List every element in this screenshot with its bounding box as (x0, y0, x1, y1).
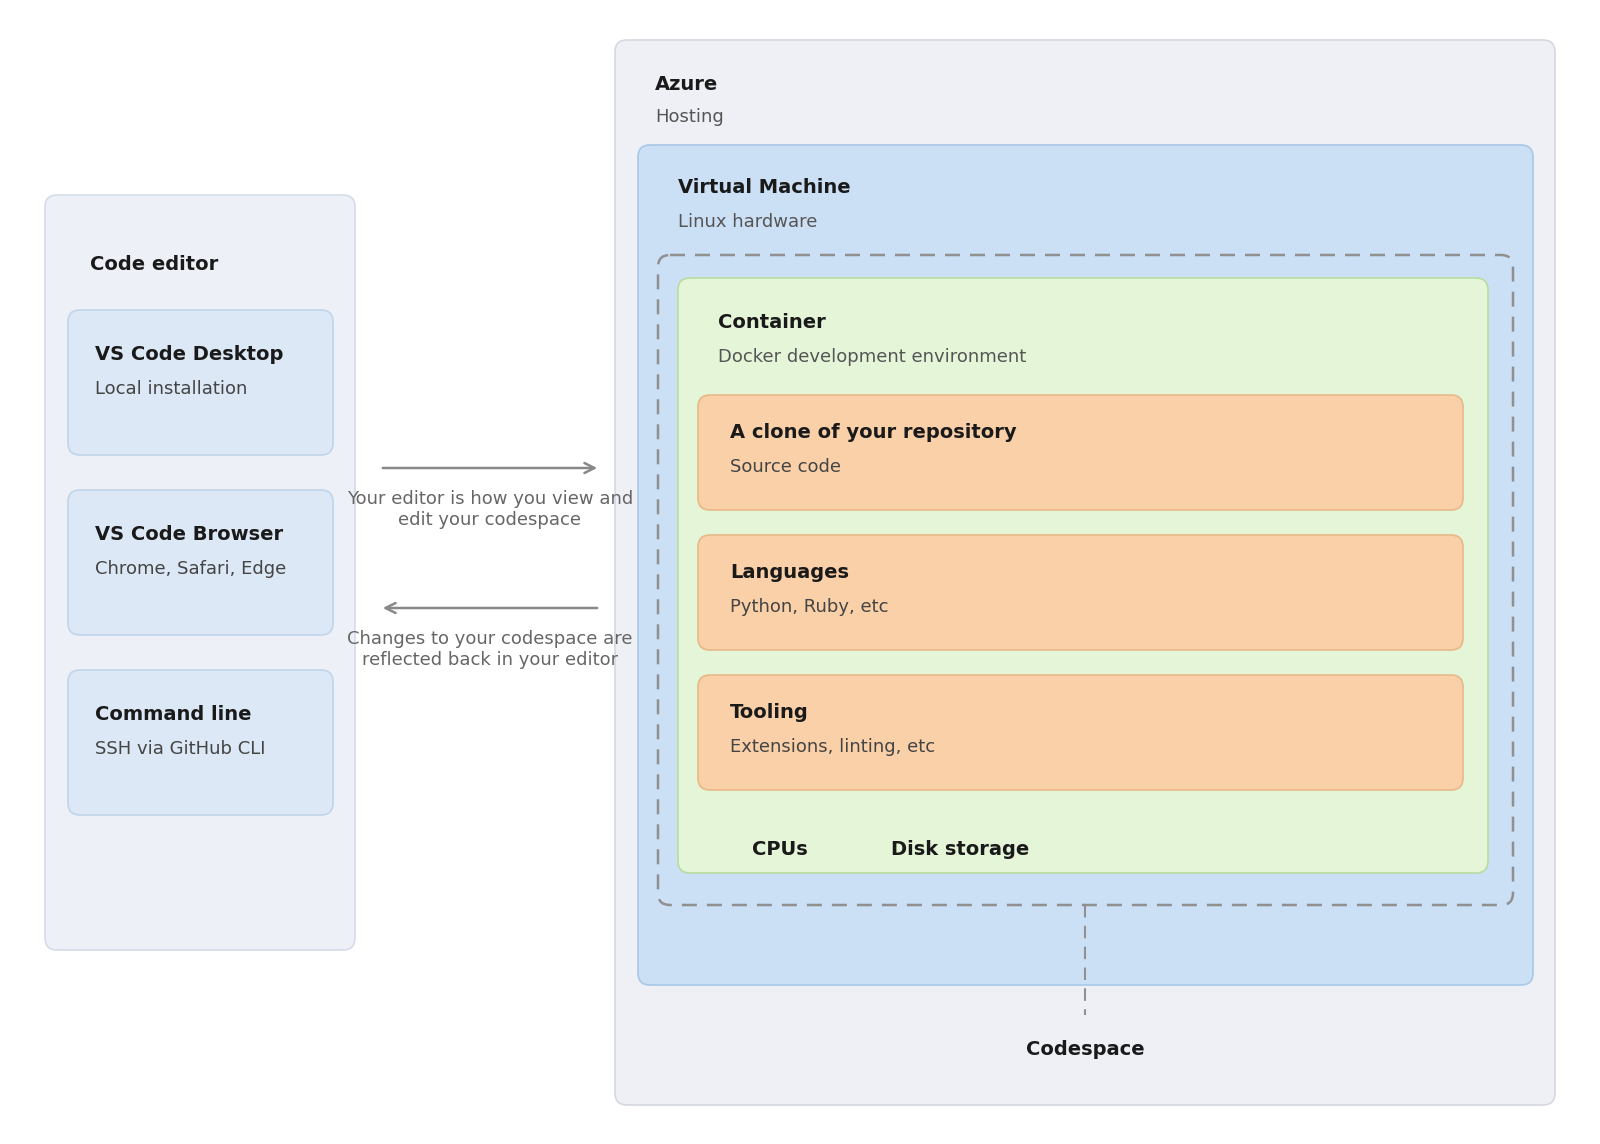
Text: Linux hardware: Linux hardware (678, 213, 818, 231)
Text: Code editor: Code editor (90, 255, 218, 275)
Text: Python, Ruby, etc: Python, Ruby, etc (730, 598, 888, 615)
Text: VS Code Browser: VS Code Browser (94, 525, 283, 545)
Text: CPUs: CPUs (752, 840, 808, 859)
Text: Codespace: Codespace (1026, 1040, 1144, 1059)
Text: Docker development environment: Docker development environment (718, 348, 1026, 366)
Text: Chrome, Safari, Edge: Chrome, Safari, Edge (94, 561, 286, 578)
Text: VS Code Desktop: VS Code Desktop (94, 345, 283, 364)
FancyBboxPatch shape (698, 535, 1462, 650)
Text: Source code: Source code (730, 458, 842, 476)
FancyBboxPatch shape (614, 40, 1555, 1105)
Text: Changes to your codespace are
reflected back in your editor: Changes to your codespace are reflected … (347, 630, 632, 669)
Text: Extensions, linting, etc: Extensions, linting, etc (730, 738, 934, 756)
FancyBboxPatch shape (698, 395, 1462, 510)
Text: Your editor is how you view and
edit your codespace: Your editor is how you view and edit you… (347, 490, 634, 529)
Text: Disk storage: Disk storage (891, 840, 1029, 859)
Text: Virtual Machine: Virtual Machine (678, 178, 851, 197)
FancyBboxPatch shape (67, 490, 333, 635)
Text: SSH via GitHub CLI: SSH via GitHub CLI (94, 740, 266, 758)
Text: Azure: Azure (654, 76, 718, 94)
Text: Languages: Languages (730, 563, 850, 582)
Text: Command line: Command line (94, 705, 251, 724)
FancyBboxPatch shape (698, 675, 1462, 791)
FancyBboxPatch shape (67, 670, 333, 815)
FancyBboxPatch shape (67, 310, 333, 455)
FancyBboxPatch shape (45, 194, 355, 950)
Text: A clone of your repository: A clone of your repository (730, 423, 1016, 442)
Text: Local installation: Local installation (94, 380, 248, 398)
Text: Container: Container (718, 313, 826, 332)
Text: Hosting: Hosting (654, 108, 723, 126)
Text: Tooling: Tooling (730, 704, 808, 722)
FancyBboxPatch shape (678, 278, 1488, 873)
FancyBboxPatch shape (638, 145, 1533, 985)
